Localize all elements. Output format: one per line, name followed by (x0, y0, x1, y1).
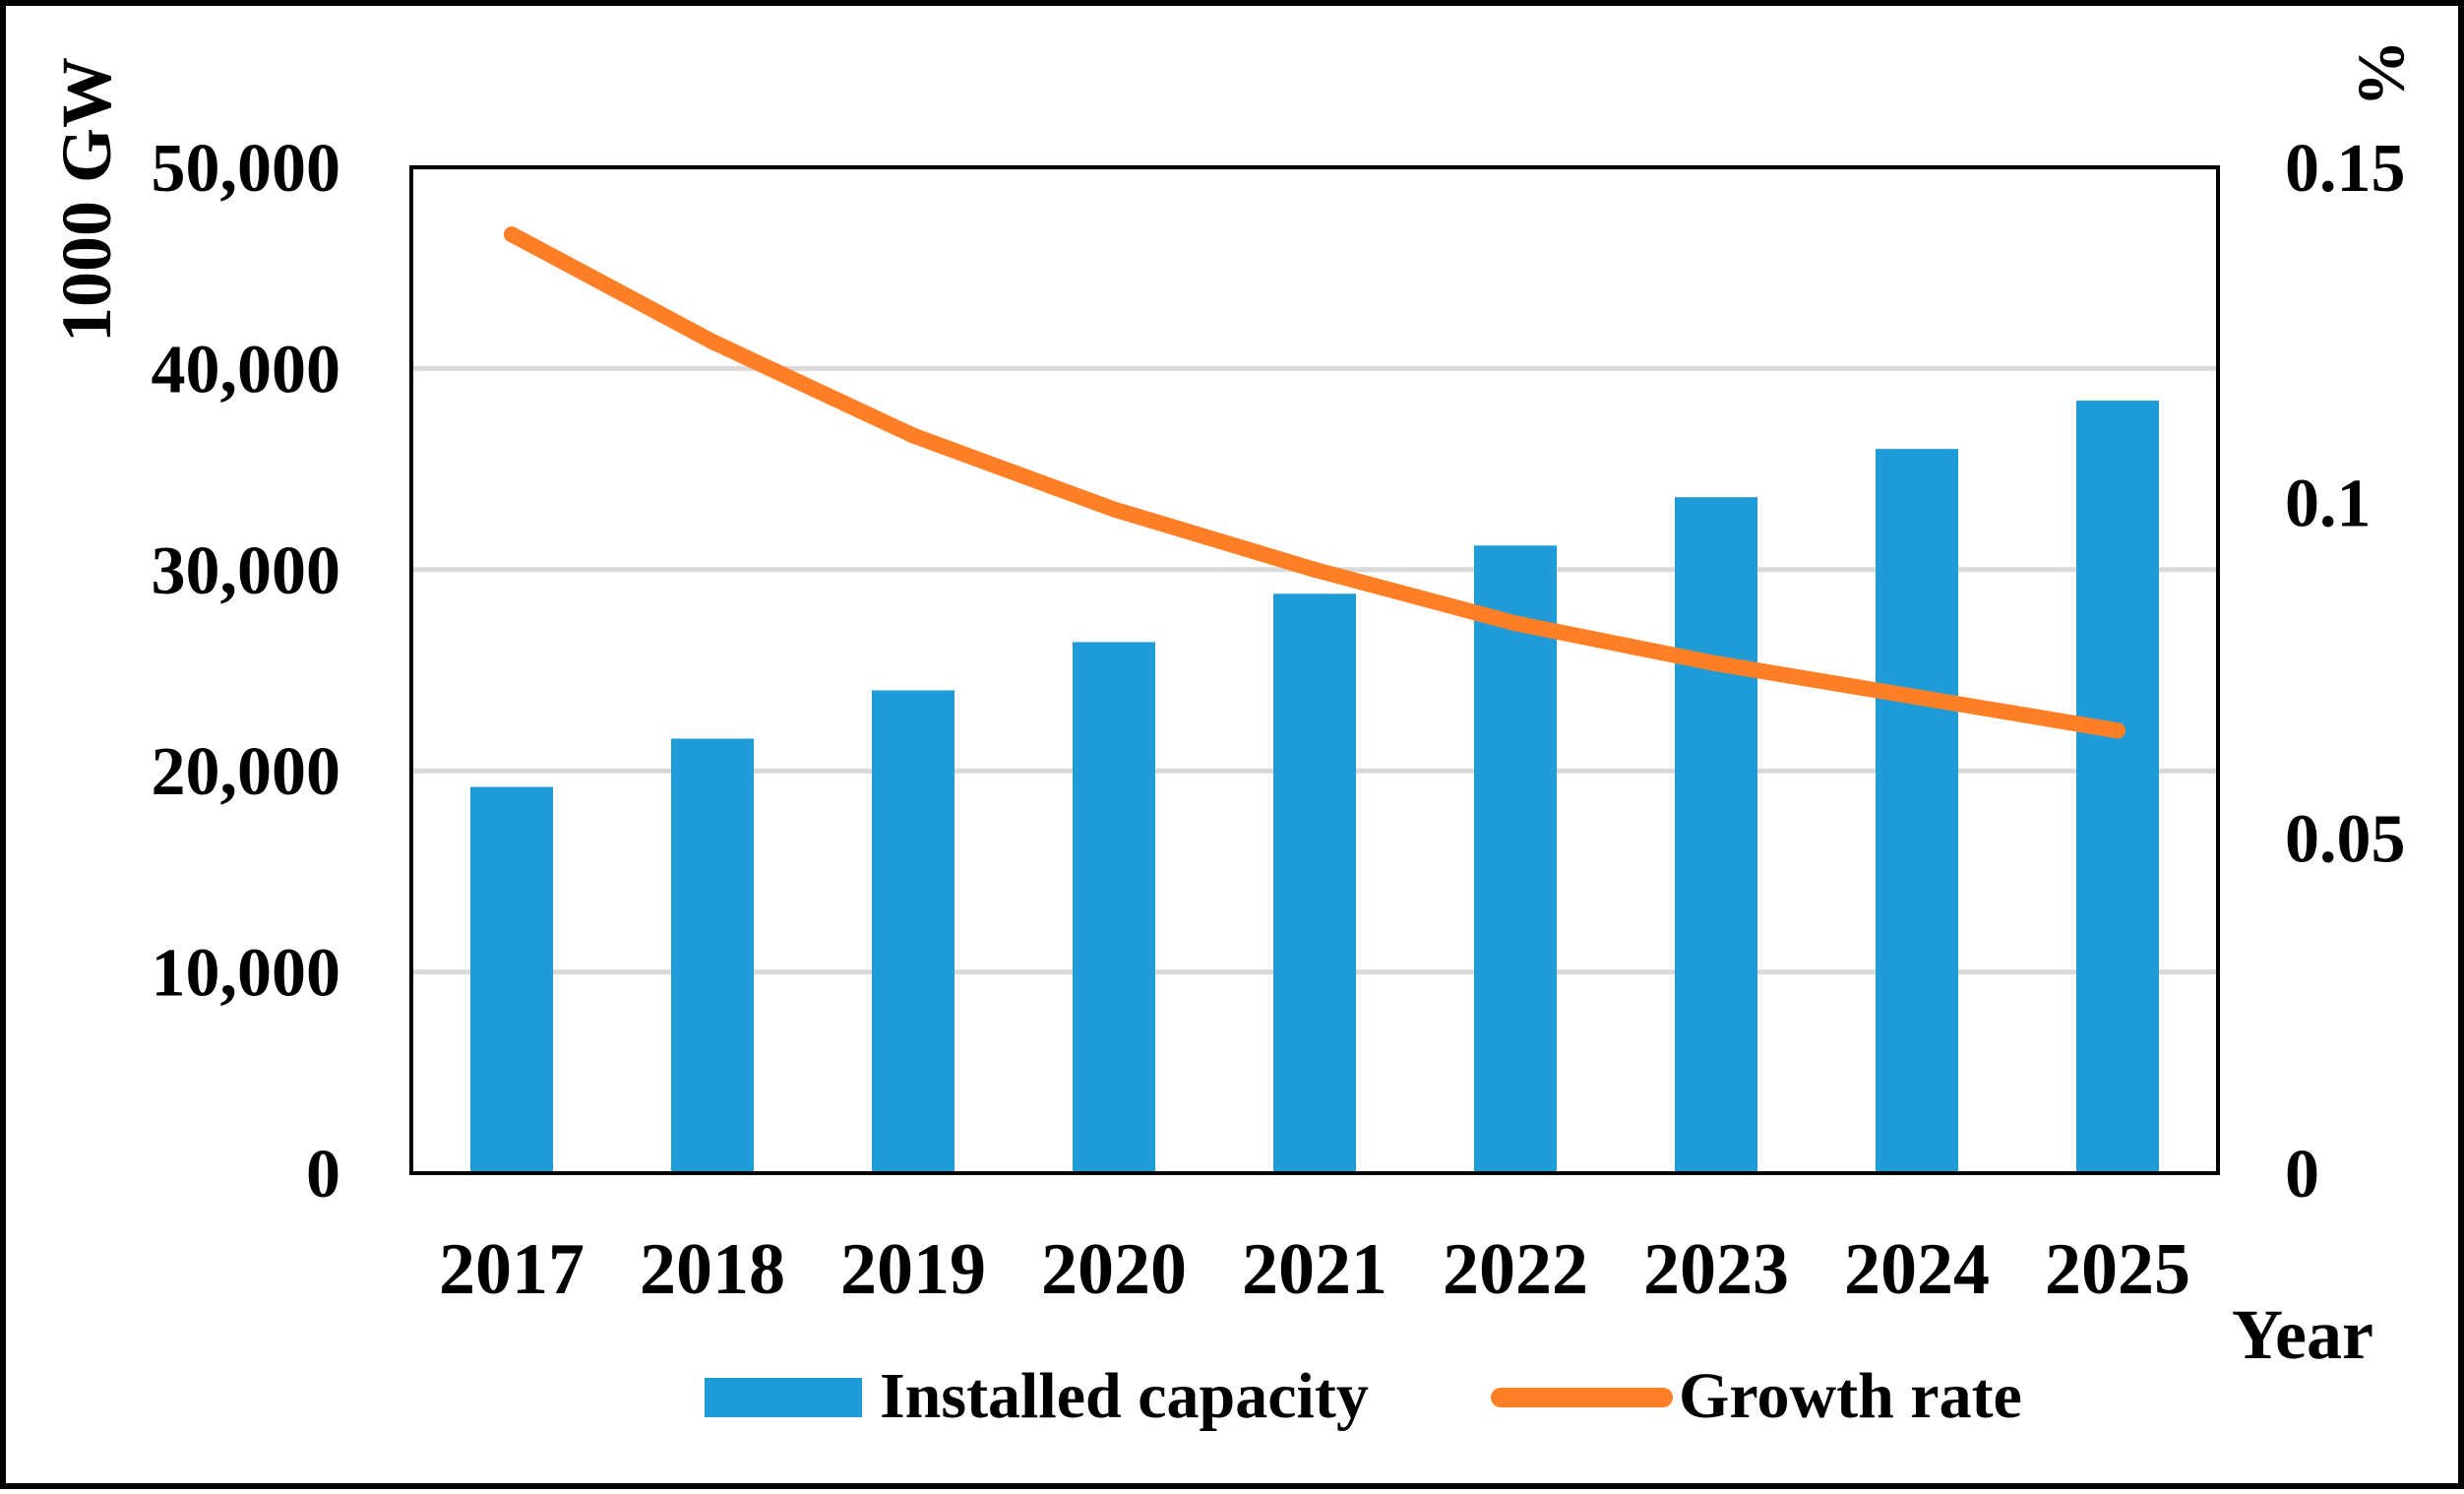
bar-2021 (1273, 593, 1356, 1173)
x-tick-label: 2021 (1242, 1229, 1387, 1310)
left-tick-label: 20,000 (152, 734, 341, 810)
left-tick-label: 50,000 (152, 131, 341, 207)
bar-2019 (872, 690, 955, 1173)
left-axis-ticks: 0 10,000 20,000 30,000 40,000 50,000 (152, 131, 341, 1213)
left-axis-label: 1000 GW (47, 57, 126, 342)
x-tick-label: 2022 (1443, 1229, 1588, 1310)
bar-2017 (470, 786, 553, 1173)
right-axis-ticks: 0 0.05 0.1 0.15 (2285, 131, 2406, 1213)
bar-2018 (671, 738, 754, 1173)
x-tick-label: 2018 (640, 1229, 785, 1310)
x-tick-label: 2024 (1844, 1229, 1990, 1310)
right-tick-label: 0.1 (2285, 467, 2372, 542)
growth-rate-point-2018 (705, 334, 720, 350)
bar-2023 (1675, 497, 1757, 1173)
plot-area-frame (409, 165, 2220, 1175)
right-tick-label: 0 (2285, 1137, 2319, 1213)
legend-label-installed-capacity: Installed capacity (880, 1360, 1369, 1432)
left-tick-label: 10,000 (152, 936, 341, 1012)
right-axis-label: % (2345, 39, 2420, 106)
bar-2025 (2076, 401, 2159, 1173)
growth-rate-point-2020 (1106, 501, 1122, 518)
bar-2024 (1876, 449, 1958, 1173)
left-tick-label: 0 (306, 1137, 340, 1213)
left-tick-label: 40,000 (152, 332, 341, 407)
right-tick-label: 0.15 (2285, 131, 2406, 207)
x-tick-label: 2019 (840, 1229, 986, 1310)
x-tick-label: 2020 (1041, 1229, 1187, 1310)
growth-rate-point-2021 (1307, 561, 1323, 578)
legend: Installed capacity Growth rate (705, 1360, 2022, 1432)
x-axis-label: Year (2232, 1295, 2373, 1374)
growth-rate-point-2019 (905, 427, 921, 444)
growth-rate-point-2023 (1708, 655, 1724, 672)
x-axis-ticks: 2017 2018 2019 2020 2021 2022 2023 2024 2025 (439, 1229, 2190, 1310)
left-tick-label: 30,000 (152, 533, 341, 609)
bar-series (470, 401, 2159, 1173)
legend-swatch-installed-capacity (705, 1378, 862, 1417)
x-tick-label: 2017 (439, 1229, 585, 1310)
x-tick-label: 2023 (1643, 1229, 1789, 1310)
growth-rate-point-2022 (1508, 615, 1523, 632)
right-tick-label: 0.05 (2285, 801, 2406, 877)
growth-rate-point-2017 (504, 226, 520, 243)
bar-2022 (1474, 545, 1557, 1173)
line-series (504, 226, 2125, 739)
x-tick-label: 2025 (2045, 1229, 2190, 1310)
growth-rate-point-2025 (2110, 722, 2125, 739)
legend-label-growth-rate: Growth rate (1679, 1360, 2022, 1432)
growth-rate-point-2024 (1909, 689, 1925, 706)
bar-2020 (1073, 642, 1155, 1173)
